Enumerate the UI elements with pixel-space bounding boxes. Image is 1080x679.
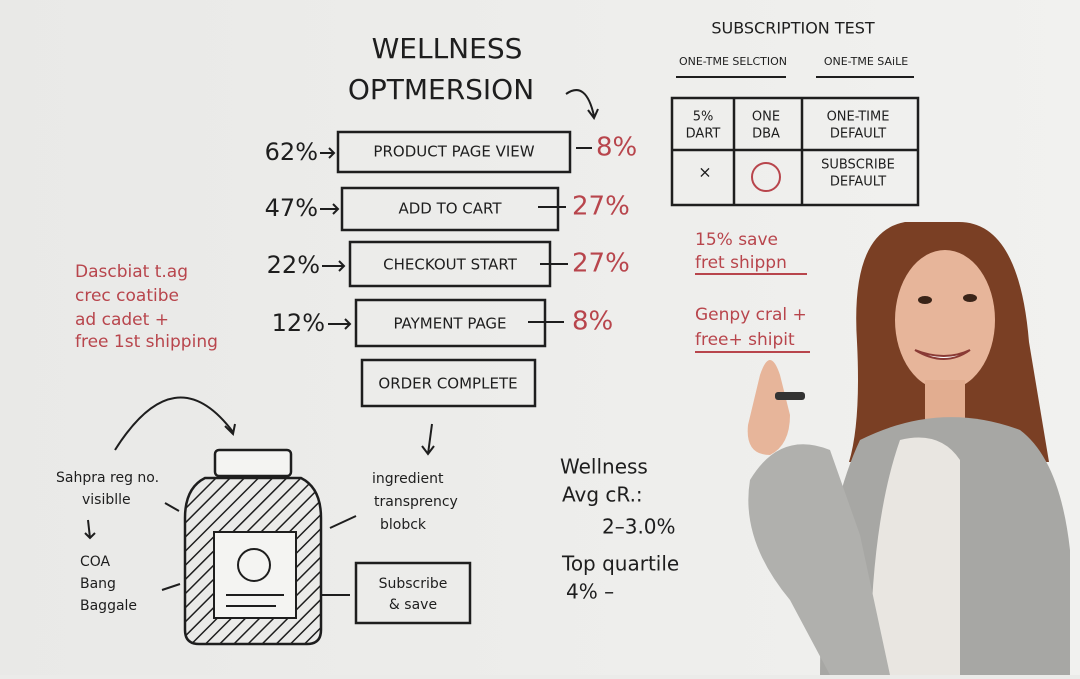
note-line: free+ shipit: [695, 330, 795, 350]
cell: DEFAULT: [830, 175, 886, 190]
note-line: fret shippn: [695, 253, 787, 273]
table-grid: [670, 96, 920, 207]
note-line: Genpy cral +: [695, 305, 807, 325]
cell: ONE: [752, 110, 780, 125]
note-line: ad cadet +: [75, 310, 169, 330]
funnel-step: ORDER COMPLETE: [378, 375, 517, 393]
funnel: PRODUCT PAGE VIEW ADD TO CART CHECKOUT S…: [265, 130, 637, 456]
eye: [963, 294, 977, 302]
label-lines: [226, 594, 284, 607]
label: Baggale: [80, 598, 137, 614]
label: COA: [80, 554, 111, 570]
label: blobck: [380, 517, 427, 533]
cell: DART: [686, 127, 721, 142]
funnel-right: 8%: [572, 307, 613, 337]
label: & save: [389, 597, 437, 613]
label: transprency: [374, 494, 458, 510]
funnel-left: 12%: [272, 309, 325, 337]
left-note: Dascbiat t.ag crec coatibe ad cadet + fr…: [75, 262, 218, 352]
arrow: [565, 89, 599, 120]
stat: Top quartile: [561, 552, 679, 576]
stats: Wellness Avg cR.: 2–3.0% Top quartile 4%…: [560, 455, 679, 604]
note-line: 15% save: [695, 230, 778, 250]
arrows: [320, 147, 592, 456]
funnel-left: 22%: [267, 251, 320, 279]
label: Subscribe: [379, 576, 448, 592]
column-header: ONE-TME SELCTION: [679, 55, 787, 68]
note-line: Dascbiat t.ag: [75, 262, 188, 282]
cell: 5%: [693, 110, 714, 125]
bottle: Sahpra reg no. visiblle COA Bang Baggale…: [56, 396, 472, 646]
funnel-right: 8%: [596, 133, 637, 163]
shirt: [870, 437, 960, 675]
arm: [748, 444, 890, 675]
label: Bang: [80, 576, 116, 592]
subscription-test: SUBSCRIPTION TEST ONE-TME SELCTION ONE-T…: [670, 19, 920, 207]
funnel-step: CHECKOUT START: [383, 256, 518, 274]
stat: 4% –: [566, 580, 614, 604]
cell: ONE-TIME: [827, 110, 890, 125]
icon: [751, 162, 781, 192]
cell: DEFAULT: [830, 127, 886, 142]
stat: Wellness: [560, 455, 648, 479]
underline: [695, 273, 810, 353]
smile: [914, 349, 971, 360]
funnel-box: [336, 130, 572, 174]
note-line: free 1st shipping: [75, 332, 218, 352]
funnel-right: 27%: [572, 249, 630, 279]
funnel-left: 47%: [265, 194, 318, 222]
bottle-label: [213, 531, 297, 619]
funnel-step: ADD TO CART: [398, 200, 502, 218]
title: WELLNESS OPTMERSION: [348, 32, 534, 106]
note-line: crec coatibe: [75, 286, 179, 306]
cell: DBA: [752, 127, 780, 142]
cell: SUBSCRIBE: [821, 158, 895, 173]
bottle-cap: [213, 448, 293, 478]
label-icon: [237, 548, 271, 582]
person: [747, 222, 1070, 675]
subscribe-box: [354, 561, 472, 625]
funnel-left: 62%: [265, 138, 318, 166]
column-header: ONE-TME SAiLE: [824, 55, 908, 68]
title-line: OPTMERSION: [348, 73, 534, 106]
marker: [775, 392, 805, 400]
stat: 2–3.0%: [602, 515, 676, 539]
funnel-box: [360, 358, 537, 408]
title-line: WELLNESS: [372, 32, 523, 65]
table-title: SUBSCRIPTION TEST: [711, 19, 875, 38]
funnel-right: 27%: [572, 192, 630, 222]
funnel-box: [340, 186, 560, 232]
label: ingredient: [372, 471, 444, 487]
funnel-step: PRODUCT PAGE VIEW: [373, 143, 534, 161]
eye: [918, 296, 932, 304]
face: [895, 250, 995, 390]
cell: ×: [698, 163, 711, 182]
arrows: [84, 502, 357, 596]
hand: [747, 360, 790, 455]
arrow: [114, 396, 236, 451]
label: Sahpra reg no.: [56, 470, 159, 486]
funnel-step: PAYMENT PAGE: [393, 315, 506, 333]
label: visiblle: [82, 492, 131, 508]
stat: Avg cR.:: [562, 483, 643, 507]
right-notes: 15% save fret shippn Genpy cral + free+ …: [695, 230, 807, 350]
